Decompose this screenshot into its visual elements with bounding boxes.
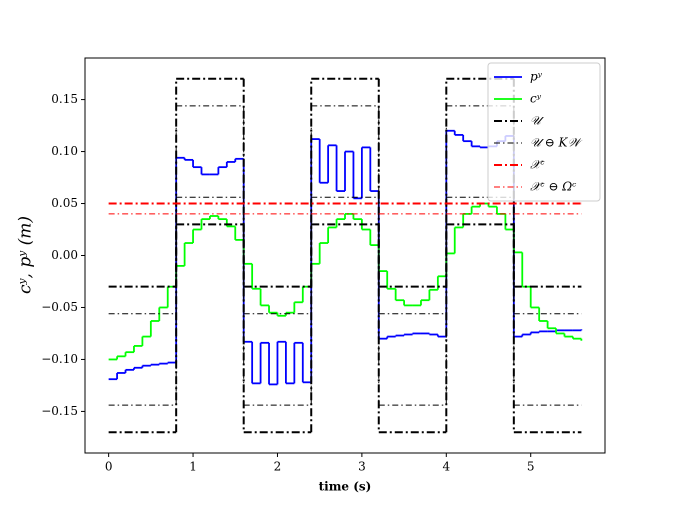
legend-label: 𝒰 ⊖ K𝒲: [530, 136, 583, 150]
legend-label: 𝒳ᶜ: [530, 158, 545, 172]
x-tick-label: 4: [442, 460, 450, 474]
plot-frame: [84, 57, 606, 454]
y-tick-label: 0.00: [51, 248, 78, 262]
y-tick-label: −0.10: [41, 352, 78, 366]
y-tick-label: 0.10: [51, 144, 78, 158]
legend-label: pʸ: [530, 70, 543, 84]
x-tick-label: 0: [105, 460, 113, 474]
legend-box: [487, 62, 601, 202]
y-tick-label: 0.05: [51, 196, 78, 210]
y-axis-label: cʸ, pʸ (m): [16, 216, 36, 294]
legend-label: 𝒰: [530, 114, 544, 128]
y-tick-label: 0.15: [51, 92, 78, 106]
plot-area: [108, 77, 583, 434]
x-tick-label: 1: [189, 460, 197, 474]
x-tick-label: 2: [274, 460, 282, 474]
legend-label: 𝒳ᶜ ⊖ Ωᶜ: [530, 180, 576, 194]
x-axis-label: time (s): [319, 480, 372, 494]
x-tick-label: 5: [527, 460, 535, 474]
y-tick-label: −0.15: [41, 404, 78, 418]
y-tick-label: −0.05: [41, 300, 78, 314]
x-tick-label: 3: [358, 460, 366, 474]
legend-label: cʸ: [530, 92, 542, 106]
